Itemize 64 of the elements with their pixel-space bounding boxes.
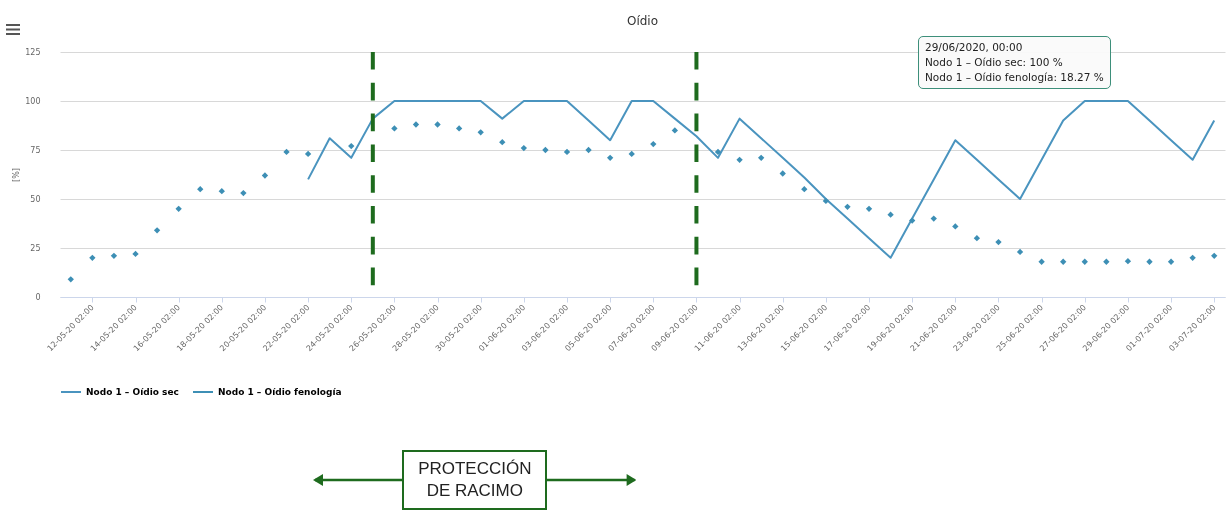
point <box>1038 258 1045 265</box>
point <box>67 276 74 283</box>
point <box>1146 258 1153 265</box>
point <box>1103 258 1110 265</box>
point <box>132 250 139 258</box>
legend-label: Nodo 1 – Oídio fenología <box>218 387 342 397</box>
y-tick-label: 25 <box>30 243 41 253</box>
point <box>606 154 614 161</box>
line-series <box>307 100 1216 259</box>
point <box>391 125 398 132</box>
point <box>930 215 937 222</box>
point <box>499 139 506 146</box>
point <box>261 172 269 179</box>
point <box>822 197 830 205</box>
point <box>1016 248 1024 256</box>
point <box>973 235 981 242</box>
point <box>671 127 679 134</box>
point <box>175 205 182 212</box>
y-tick-label: 75 <box>30 145 41 155</box>
text: PROTECCIÓN DE RACIMO <box>402 450 548 510</box>
point <box>1167 258 1175 265</box>
point <box>1124 258 1132 265</box>
point <box>455 125 463 132</box>
point <box>477 129 484 136</box>
point <box>952 223 959 230</box>
point <box>779 170 786 177</box>
point <box>520 144 527 152</box>
point <box>995 238 1002 246</box>
point <box>714 148 722 156</box>
y-tick-label: 50 <box>30 194 41 204</box>
point <box>585 146 592 154</box>
point <box>844 203 851 210</box>
point <box>153 227 161 234</box>
point <box>650 140 657 148</box>
chart-title: Oídio <box>626 14 659 28</box>
y-axis-title: [%] <box>12 168 22 182</box>
point <box>197 186 204 193</box>
y-tick-label: 125 <box>25 47 41 57</box>
point <box>909 217 916 224</box>
point <box>89 254 96 261</box>
point <box>628 150 635 158</box>
point <box>563 148 571 156</box>
point <box>110 252 118 259</box>
point <box>218 188 225 195</box>
point <box>434 121 441 128</box>
legend-label: Nodo 1 – Oídio sec <box>86 387 179 397</box>
point <box>865 205 873 212</box>
point <box>736 156 743 163</box>
point <box>542 146 549 154</box>
y-tick-label: 100 <box>25 96 41 106</box>
point <box>887 211 894 218</box>
annotation: 29/06/2020, 00:00 Nodo 1 – Oídio sec: 100 % Nodo 1 – Oídio fenología: 18.27 % <box>918 36 1111 89</box>
point <box>1189 254 1196 261</box>
point <box>1211 252 1218 259</box>
point <box>283 148 290 156</box>
point <box>1081 258 1088 265</box>
y-tick-label: 0 <box>35 292 41 302</box>
point <box>1060 258 1067 265</box>
point <box>758 154 765 161</box>
point <box>304 150 312 158</box>
point <box>240 189 247 197</box>
point <box>412 121 420 128</box>
point <box>801 186 808 193</box>
point <box>348 142 355 150</box>
